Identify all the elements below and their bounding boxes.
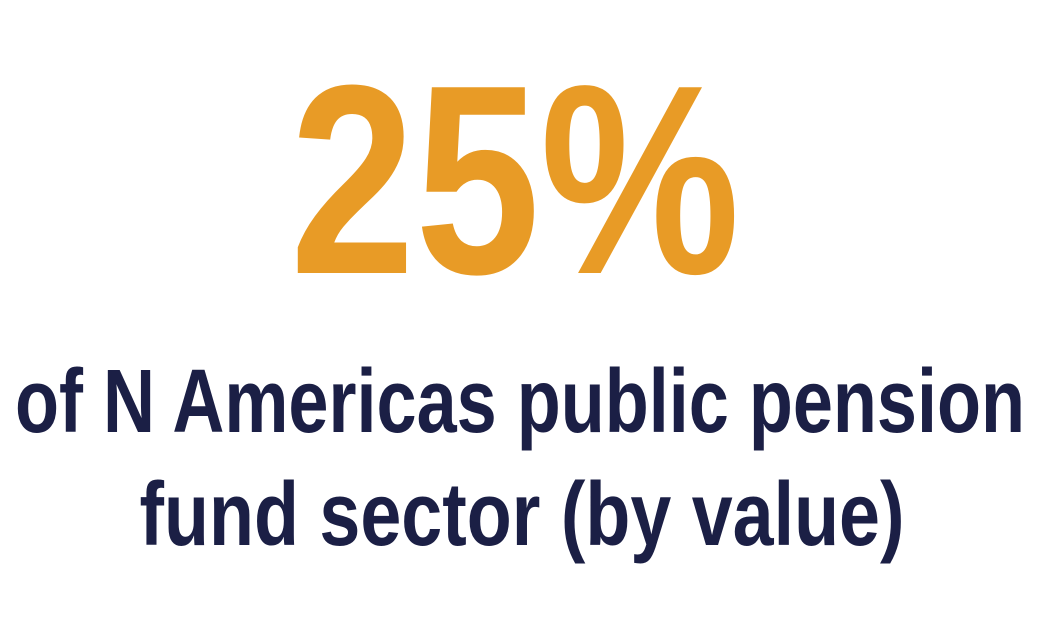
stat-value: 25% <box>290 30 740 331</box>
caption-line: fund sector (by value) <box>140 465 905 565</box>
caption-line: of N Americas public pension <box>15 352 1025 452</box>
